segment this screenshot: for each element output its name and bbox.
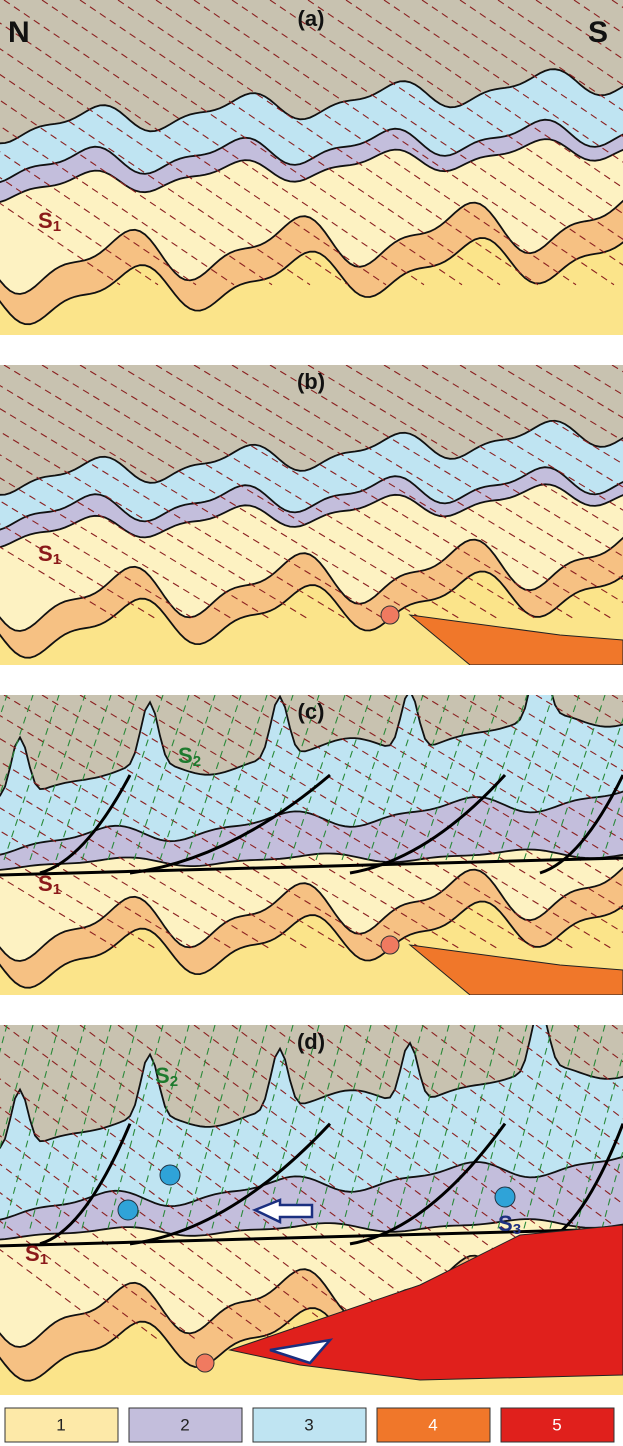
annotation-text: S (38, 208, 53, 233)
annotation-subscript: 1 (40, 1251, 48, 1268)
annotation-subscript: 3 (513, 1221, 521, 1238)
annotation-subscript: 1 (53, 551, 61, 568)
annotation-text: S (38, 871, 53, 896)
legend: 1 2 3 4 5 (5, 1408, 614, 1442)
panel: (b) S1 (0, 360, 623, 665)
porphyroblast-blue (118, 1200, 138, 1220)
panel-body (0, 0, 623, 335)
porphyroblast-blue (495, 1187, 515, 1207)
figure: (a)S1(b)S1(c)S2S1(d)S2S3S1 N S 12345 (0, 0, 623, 1446)
legend-label: 2 (180, 1415, 189, 1434)
panel-label: (a) (298, 6, 325, 31)
annotation-text: S (38, 541, 53, 566)
legend-label: 4 (428, 1415, 437, 1434)
legend-label: 3 (304, 1415, 313, 1434)
south-label: S (588, 16, 608, 49)
panel-label: (d) (297, 1029, 325, 1054)
annotation-subscript: 2 (193, 753, 201, 770)
panel-label: (c) (298, 699, 325, 724)
annotation-text: S (178, 743, 193, 768)
annotation-subscript: 1 (53, 218, 61, 235)
north-label: N (8, 16, 30, 49)
annotation-subscript: 2 (170, 1073, 178, 1090)
panel-body (0, 360, 623, 665)
legend-label: 1 (56, 1415, 65, 1434)
panel: (a)S1 (0, 0, 623, 335)
panel-label: (b) (297, 369, 325, 394)
annotation-text: S (25, 1241, 40, 1266)
porphyroblast (381, 936, 399, 954)
porphyroblast (381, 606, 399, 624)
annotation-subscript: 1 (53, 881, 61, 898)
porphyroblast-blue (160, 1165, 180, 1185)
legend-label: 5 (552, 1415, 561, 1434)
panel: (c)S2S1 (0, 656, 623, 995)
porphyroblast (196, 1354, 214, 1372)
panel-body (0, 1008, 623, 1395)
annotation-text: S (498, 1211, 513, 1236)
annotation-text: S (155, 1063, 170, 1088)
